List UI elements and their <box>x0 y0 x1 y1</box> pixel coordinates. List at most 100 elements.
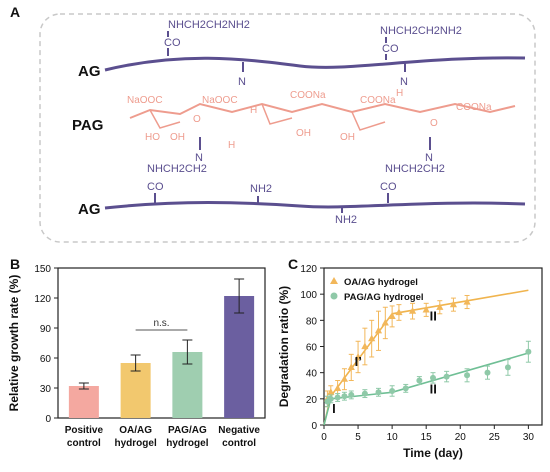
data-point-triangle <box>381 318 389 326</box>
pag-group-5: NaOOC <box>202 95 238 106</box>
pag-group-14: O <box>430 118 438 129</box>
y-tick-label: 100 <box>300 290 317 301</box>
data-point-circle <box>334 394 341 401</box>
svg-text:N: N <box>400 76 408 88</box>
data-point-circle <box>504 364 511 371</box>
pag-label: PAG <box>72 117 103 134</box>
x-tick-label: 15 <box>421 432 433 443</box>
growth-rate-bar-chart: 0 30 60 90 120 150 Relative growth rate (%) Pos… <box>7 264 266 449</box>
data-point-triangle <box>327 388 335 395</box>
x-category-label: hydrogel <box>115 438 157 449</box>
fit-line <box>323 352 529 426</box>
region-label: I’ <box>355 354 362 369</box>
y-tick-label: 60 <box>306 343 318 354</box>
data-point-circle <box>348 391 355 398</box>
data-point-circle <box>402 385 409 392</box>
pag-group-12: H <box>396 88 403 99</box>
y-tick-label: 60 <box>40 354 52 365</box>
bar <box>68 386 99 418</box>
ns-annotation: n.s. <box>153 318 169 329</box>
ag-bottom-label: AG <box>78 201 101 218</box>
ag-bottom-group-5: NH2 <box>335 214 357 226</box>
legend-label: PAG/AG hydrogel <box>344 292 424 303</box>
data-point-triangle <box>374 326 383 334</box>
data-point-circle <box>443 373 450 380</box>
degradation-ratio-chart: 0 5 10 15 20 25 30 0 20 40 60 80 100 120 Time (day) Deg… <box>277 264 543 460</box>
data-point-circle <box>525 348 532 355</box>
data-point-circle <box>375 389 382 396</box>
data-point-triangle <box>436 303 444 310</box>
pag-chain <box>129 102 516 119</box>
plot-frame <box>57 267 266 419</box>
x-tick-label: 25 <box>489 432 501 443</box>
data-point-triangle <box>368 334 376 342</box>
y-tick-label: 30 <box>40 384 52 395</box>
data-point-circle <box>430 374 436 381</box>
x-category-label: Negative <box>218 425 260 436</box>
pag-group-11: COONa <box>456 102 492 113</box>
pag-group-9: OH <box>296 128 311 139</box>
data-point-triangle <box>354 352 362 360</box>
pag-group-1: NaOOC <box>127 95 163 106</box>
x-category-label: OA/AG <box>119 425 152 436</box>
x-axis-label: Time (day) <box>403 446 463 460</box>
panel-label-b: B <box>10 256 21 272</box>
y-tick-label: 40 <box>306 369 318 380</box>
x-tick-label: 20 <box>455 432 467 443</box>
ag-bottom-group-3: CO <box>147 181 164 193</box>
panel-label-c: C <box>288 256 299 272</box>
y-axis-label: Relative growth rate (%) <box>7 275 21 412</box>
data-point-circle <box>416 377 423 384</box>
data-point-triangle <box>408 307 417 314</box>
chemical-structure-scheme: AG NHCH2CH2NH2 CO NHCH2CH2NH2 CO N N PAG… <box>39 13 536 243</box>
x-tick-label: 0 <box>321 432 327 443</box>
x-tick-label: 30 <box>523 432 535 443</box>
legend-label: OA/AG hydrogel <box>344 277 418 288</box>
bar <box>120 363 151 418</box>
x-category-label: hydrogel <box>166 438 208 449</box>
ag-bottom-group-7: NHCH2CH2 <box>385 163 445 175</box>
x-category-label: control <box>67 438 101 449</box>
y-tick-label: 80 <box>306 316 318 327</box>
data-point-circle <box>341 393 348 400</box>
ag-bottom-chain <box>104 201 526 210</box>
y-tick-label: 0 <box>45 414 51 425</box>
data-point-circle <box>389 387 396 394</box>
data-point-triangle <box>347 363 355 371</box>
data-point-circle <box>361 390 368 397</box>
bar <box>224 296 255 418</box>
x-category-label: Positive <box>65 425 104 436</box>
pag-group-7: COONa <box>290 90 326 101</box>
scheme-frame <box>39 13 536 243</box>
x-category-label: control <box>222 438 256 449</box>
legend-marker-circle <box>330 292 338 300</box>
data-point-triangle <box>449 300 458 308</box>
pag-group-13: H <box>228 140 235 151</box>
region-label: II <box>430 382 437 397</box>
pag-group-2: HO <box>145 132 160 143</box>
data-point-triangle <box>463 298 471 305</box>
x-tick-label: 10 <box>387 432 399 443</box>
data-point-triangle <box>422 305 430 313</box>
ag-top-chain <box>104 56 526 72</box>
pag-group-4: O <box>193 114 201 125</box>
data-point-circle <box>464 372 471 379</box>
ag-top-group-1: NHCH2CH2NH2 <box>168 19 250 31</box>
y-tick-label: 0 <box>311 421 317 432</box>
x-category-label: PAG/AG <box>168 425 207 436</box>
region-label: I <box>332 401 336 416</box>
y-axis-label: Degradation ratio (%) <box>277 286 291 407</box>
ag-top-group-4: CO <box>382 43 399 55</box>
y-tick-label: 90 <box>40 324 52 335</box>
y-tick-label: 150 <box>34 264 51 275</box>
legend-marker-triangle <box>330 277 338 284</box>
pag-group-6: H <box>250 105 257 116</box>
ag-bottom-group-6: N <box>425 152 433 164</box>
data-point-triangle <box>395 308 403 316</box>
data-point-triangle <box>388 312 396 320</box>
ag-top-group-5: N <box>238 76 246 88</box>
data-point-triangle <box>334 384 342 391</box>
data-point-triangle <box>340 375 349 382</box>
y-tick-label: 120 <box>300 264 317 275</box>
ag-top-label: AG <box>78 63 101 80</box>
